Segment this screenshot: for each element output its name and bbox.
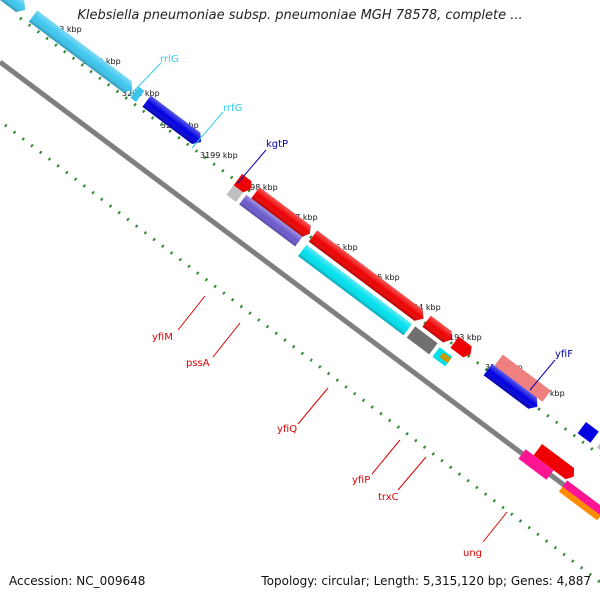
- rrlG-gene[interactable]: [0, 0, 29, 16]
- gene-label-yfiP[interactable]: yfiP: [352, 475, 370, 486]
- gene-label-yfiQ[interactable]: yfiQ: [277, 424, 297, 435]
- yfiM-gene[interactable]: [226, 185, 244, 203]
- yfiQ-gene[interactable]: [308, 230, 428, 324]
- tick-label: 3199 kbp: [200, 151, 238, 160]
- gene-label-ung[interactable]: ung: [463, 548, 482, 559]
- gene-label-trxC[interactable]: trxC: [378, 492, 399, 503]
- yfiF-region-genes[interactable]: [483, 353, 551, 413]
- tick-label: 3198 kbp: [240, 183, 278, 192]
- kgtP-gene[interactable]: [142, 95, 205, 148]
- tick-label: 3195 kbp: [362, 273, 400, 282]
- gene-label-yfiM[interactable]: yfiM: [152, 332, 173, 343]
- map-title: Klebsiella pneumoniae subsp. pneumoniae …: [77, 8, 523, 23]
- genome-backbone: [0, 60, 600, 514]
- gene-label-kgtP[interactable]: kgtP: [266, 139, 288, 150]
- topology-label: Topology: circular; Length: 5,315,120 bp…: [261, 574, 591, 588]
- tick-label: 3203 kbp: [44, 25, 82, 34]
- gene-label-pssA[interactable]: pssA: [186, 358, 210, 369]
- yfiP-gene[interactable]: [422, 315, 455, 346]
- inner-tick-ring: [4, 123, 600, 584]
- yfiQ-lower-gene[interactable]: [297, 244, 412, 336]
- trxC-lower-gene[interactable]: [432, 347, 453, 367]
- callout-lines: [129, 62, 556, 543]
- pssA-lower-gene[interactable]: [239, 194, 303, 247]
- gene-labels: rrlG rrfG kgtP yfiF yfiM pssA yfiQ yfiP …: [152, 54, 573, 559]
- ung-region-genes[interactable]: [517, 403, 600, 521]
- tick-label: 3193 kbp: [444, 333, 482, 342]
- rrfG-small-gene[interactable]: [130, 86, 145, 103]
- gene-features: [0, 0, 600, 521]
- gene-label-rrlG[interactable]: rrlG: [160, 54, 179, 65]
- pssA-gene[interactable]: [233, 174, 314, 239]
- trxC-gene[interactable]: [450, 336, 474, 360]
- rrfG-gene[interactable]: [28, 10, 137, 96]
- accession-label: Accession: NC_009648: [9, 574, 146, 588]
- yfiP-lower-gene[interactable]: [406, 326, 438, 355]
- tick-label: 3194 kbp: [403, 303, 441, 312]
- gene-label-yfiF[interactable]: yfiF: [555, 349, 573, 360]
- gene-label-rrfG[interactable]: rrfG: [223, 103, 242, 114]
